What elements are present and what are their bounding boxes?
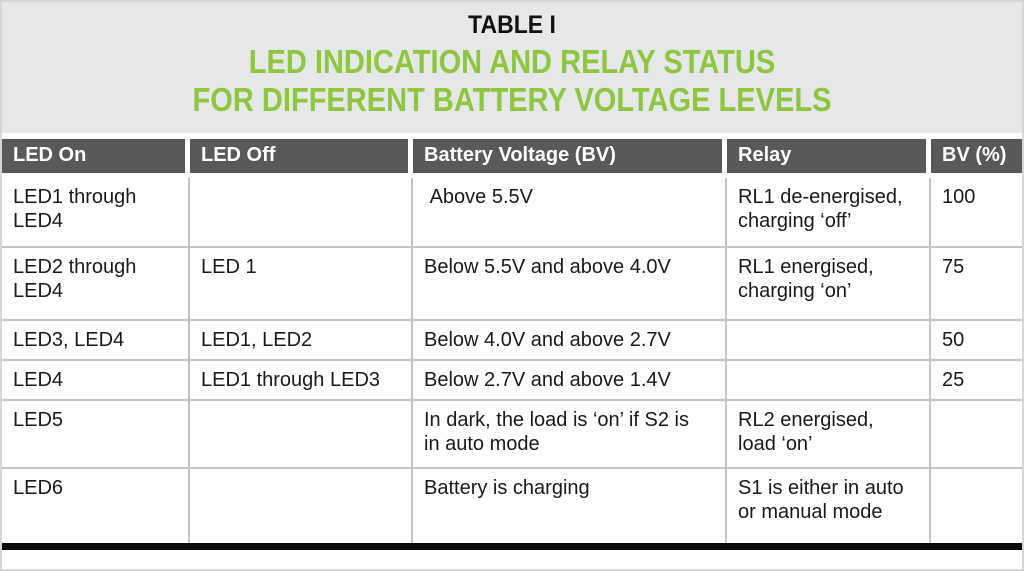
table-cell: Above 5.5V [413, 178, 727, 248]
led-status-table: LED On LED Off Battery Voltage (BV) Rela… [2, 139, 1022, 543]
table-cell: 75 [931, 248, 1022, 321]
table-cell: In dark, the load is ‘on’ if S2 is in au… [413, 401, 727, 469]
table-cell: Below 4.0V and above 2.7V [413, 321, 727, 361]
table-row: LED6 Battery is charging S1 is either in… [2, 469, 1022, 543]
table-row: LED1 through LED4 Above 5.5V RL1 de-ener… [2, 178, 1022, 248]
column-header-led-off: LED Off [190, 139, 413, 178]
column-header-bv-percent: BV (%) [931, 139, 1022, 178]
table-title-line2: FOR DIFFERENT BATTERY VOLTAGE LEVELS [192, 81, 832, 118]
table-cell: RL1 energised, charging ‘on’ [727, 248, 931, 321]
table-cell [190, 178, 413, 248]
table-cell [931, 401, 1022, 469]
table-cell [190, 401, 413, 469]
table-cell: S1 is either in auto or manual mode [727, 469, 931, 543]
table-cell: RL2 energised, load ‘on’ [727, 401, 931, 469]
table-cell: LED1, LED2 [190, 321, 413, 361]
table-cell: LED6 [2, 469, 190, 543]
table-title-line1: LED INDICATION AND RELAY STATUS [248, 43, 776, 80]
table-cell [931, 469, 1022, 543]
table-row: LED4 LED1 through LED3 Below 2.7V and ab… [2, 361, 1022, 401]
table-number: TABLE I [468, 11, 556, 39]
table-cell: Below 5.5V and above 4.0V [413, 248, 727, 321]
table-cell: LED1 through LED4 [2, 178, 190, 248]
table-row: LED3, LED4 LED1, LED2 Below 4.0V and abo… [2, 321, 1022, 361]
table-row: LED2 through LED4 LED 1 Below 5.5V and a… [2, 248, 1022, 321]
bottom-rule [2, 543, 1022, 550]
table-cell: 100 [931, 178, 1022, 248]
column-header-battery-voltage: Battery Voltage (BV) [413, 139, 727, 178]
table-cell: LED3, LED4 [2, 321, 190, 361]
table-cell: LED5 [2, 401, 190, 469]
table-cell: LED1 through LED3 [190, 361, 413, 401]
table-cell: 25 [931, 361, 1022, 401]
table-cell [190, 469, 413, 543]
table-cell: Below 2.7V and above 1.4V [413, 361, 727, 401]
table-row: LED5 In dark, the load is ‘on’ if S2 is … [2, 401, 1022, 469]
title-band: TABLE I LED INDICATION AND RELAY STATUS … [2, 2, 1022, 133]
table-cell: LED4 [2, 361, 190, 401]
table-cell: Battery is charging [413, 469, 727, 543]
column-header-led-on: LED On [2, 139, 190, 178]
table-cell: RL1 de-energised, charging ‘off’ [727, 178, 931, 248]
header-row: LED On LED Off Battery Voltage (BV) Rela… [2, 139, 1022, 178]
column-header-relay: Relay [727, 139, 931, 178]
table-cell: LED 1 [190, 248, 413, 321]
table-cell: LED2 through LED4 [2, 248, 190, 321]
table-cell [727, 361, 931, 401]
table-cell [727, 321, 931, 361]
table-cell: 50 [931, 321, 1022, 361]
